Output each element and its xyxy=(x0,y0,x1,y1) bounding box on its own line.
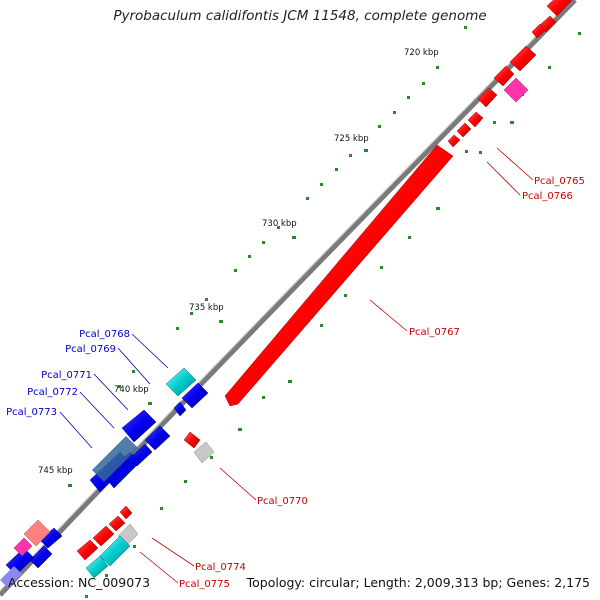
tick-label-730: 730 kbp xyxy=(262,219,297,229)
gene-arrow-forward xyxy=(183,431,201,449)
gene-arrow-reverse xyxy=(181,382,209,409)
gene-arrow-reverse xyxy=(121,409,157,443)
gene-label[interactable]: Pcal_0775 xyxy=(179,579,230,590)
gene-arrow-forward xyxy=(477,87,498,108)
forward-genes xyxy=(224,0,573,407)
gene-arrow-forward xyxy=(92,525,115,547)
gene-label[interactable]: Pcal_0766 xyxy=(522,191,573,202)
gene-arrow-salmon xyxy=(23,519,51,547)
tick-ring-inner xyxy=(68,26,467,487)
gene-arrow-pink xyxy=(503,77,529,103)
tick-label-740: 740 kbp xyxy=(114,385,149,395)
gene-arrow-steelblue xyxy=(92,436,138,482)
gene-arrow-forward xyxy=(540,15,557,33)
tick-labels: 720 kbp 725 kbp 730 kbp 735 kbp 740 kbp … xyxy=(38,48,439,476)
gene-arrow-forward xyxy=(467,111,484,128)
gene-arrow-forward xyxy=(493,65,515,87)
gene-label[interactable]: Pcal_0768 xyxy=(79,329,130,340)
forward-genes-lower xyxy=(76,431,201,561)
gene-labels-reverse: Pcal_0768 Pcal_0769 Pcal_0771 Pcal_0772 … xyxy=(6,329,130,418)
genome-title: Pyrobaculum calidifontis JCM 11548, comp… xyxy=(113,8,487,24)
gene-arrow-purple xyxy=(0,566,22,588)
genome-summary-text: Topology: circular; Length: 2,009,313 bp… xyxy=(246,575,590,590)
gene-arrow-reverse xyxy=(173,401,187,417)
tick-label-735: 735 kbp xyxy=(189,303,224,313)
gene-label[interactable]: Pcal_0771 xyxy=(41,370,92,381)
gene-arrow-forward xyxy=(546,0,573,17)
gene-arrow-cyan xyxy=(165,367,197,397)
tick-label-745: 745 kbp xyxy=(38,466,73,476)
gene-label[interactable]: Pcal_0767 xyxy=(409,327,460,338)
tick-label-720: 720 kbp xyxy=(404,48,439,58)
label-leaders-forward xyxy=(139,147,534,584)
gene-arrow-forward xyxy=(456,122,472,138)
gene-labels-forward: Pcal_0765 Pcal_0766 Pcal_0767 Pcal_0770 … xyxy=(179,176,585,590)
label-leaders-reverse xyxy=(59,333,169,449)
gene-label[interactable]: Pcal_0765 xyxy=(534,176,585,187)
gene-arrow-forward xyxy=(76,539,99,561)
gene-label[interactable]: Pcal_0770 xyxy=(257,496,308,507)
tick-label-725: 725 kbp xyxy=(334,134,369,144)
gene-arrow-cyan xyxy=(85,555,109,579)
gene-arrow-forward xyxy=(119,505,133,520)
gene-arrow-pink xyxy=(13,537,33,557)
gene-label[interactable]: Pcal_0772 xyxy=(27,387,78,398)
gene-arrow-forward xyxy=(509,45,537,72)
accession-text: Accession: NC_009073 xyxy=(8,575,151,590)
gene-arrow-reverse xyxy=(29,545,53,569)
gene-arrow-cyan xyxy=(99,535,131,567)
gene-arrow-forward xyxy=(108,515,126,532)
gene-arrow-gray xyxy=(193,441,215,464)
gene-arrow-forward xyxy=(447,134,461,148)
gene-label[interactable]: Pcal_0773 xyxy=(6,407,57,418)
gene-arrow-forward xyxy=(224,144,454,407)
gene-label[interactable]: Pcal_0774 xyxy=(195,562,246,573)
tick-ring-outer xyxy=(85,32,581,598)
gene-label[interactable]: Pcal_0769 xyxy=(65,344,116,355)
gene-arrow-reverse xyxy=(144,425,171,451)
